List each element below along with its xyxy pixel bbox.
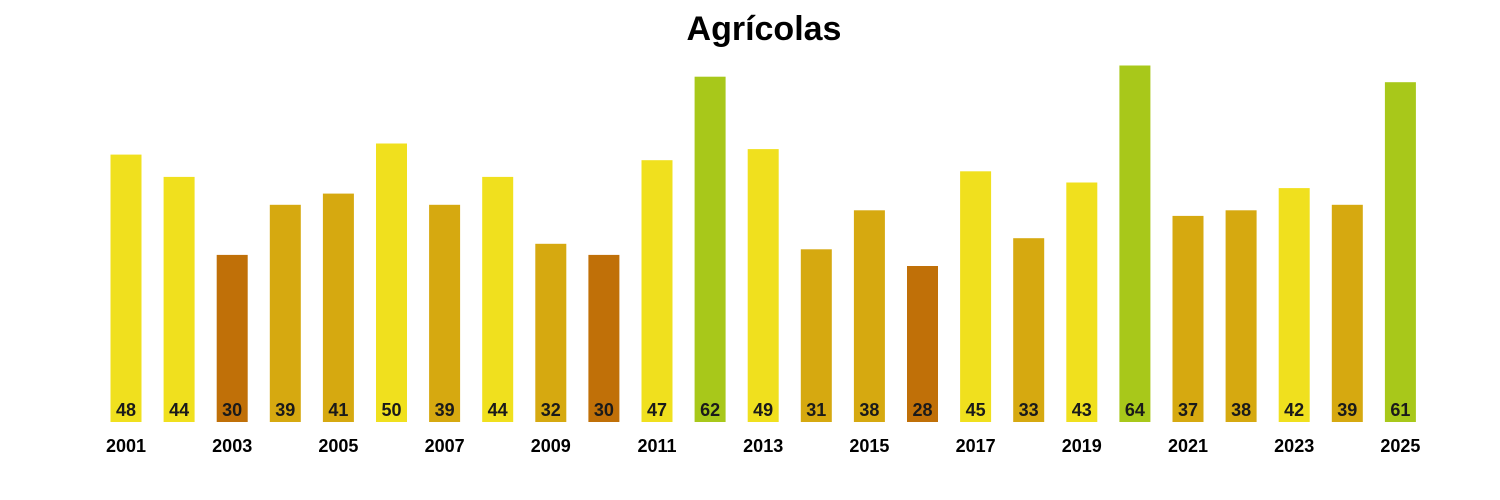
bar-2003 (216, 254, 248, 422)
bar-2017 (960, 171, 992, 422)
value-label-2012: 62 (700, 400, 720, 420)
bar-2009 (535, 243, 567, 422)
bar-2021 (1172, 215, 1204, 422)
value-label-2004: 39 (275, 400, 295, 420)
x-tick-label-2011: 2011 (637, 436, 676, 456)
value-label-2007: 39 (435, 400, 455, 420)
value-label-2022: 38 (1231, 400, 1251, 420)
bar-2023 (1278, 188, 1310, 422)
value-label-2009: 32 (541, 400, 561, 420)
value-label-2014: 31 (806, 400, 826, 420)
value-label-2016: 28 (912, 400, 932, 420)
value-label-2001: 48 (116, 400, 136, 420)
x-tick-label-2003: 2003 (212, 436, 252, 456)
x-tick-label-2019: 2019 (1062, 436, 1102, 456)
bar-2005 (322, 193, 354, 422)
bar-2002 (163, 176, 195, 422)
x-tick-label-2013: 2013 (743, 436, 783, 456)
value-label-2010: 30 (594, 400, 614, 420)
bar-2013 (747, 149, 779, 422)
value-label-2005: 41 (328, 400, 348, 420)
value-label-2017: 45 (966, 400, 986, 420)
bar-2025 (1384, 82, 1416, 422)
bar-2006 (376, 143, 407, 422)
bar-2022 (1225, 210, 1257, 422)
bar-2011 (641, 160, 673, 422)
value-label-2002: 44 (169, 400, 189, 420)
bar-2014 (800, 249, 832, 422)
bar-2008 (482, 176, 514, 422)
bar-2016 (907, 266, 938, 422)
value-label-2023: 42 (1284, 400, 1304, 420)
value-label-2020: 64 (1125, 400, 1145, 420)
x-tick-label-2023: 2023 (1274, 436, 1314, 456)
x-tick-label-2007: 2007 (425, 436, 465, 456)
value-label-2015: 38 (859, 400, 879, 420)
bar-2007 (429, 204, 461, 422)
value-label-2003: 30 (222, 400, 242, 420)
value-label-2008: 44 (488, 400, 508, 420)
x-tick-label-2025: 2025 (1380, 436, 1420, 456)
x-tick-label-2009: 2009 (531, 436, 571, 456)
bar-2024 (1331, 204, 1363, 422)
bar-2001 (110, 154, 142, 422)
value-label-2021: 37 (1178, 400, 1198, 420)
x-tick-label-2001: 2001 (106, 436, 146, 456)
bar-2012 (694, 76, 726, 422)
value-label-2024: 39 (1337, 400, 1357, 420)
value-label-2019: 43 (1072, 400, 1092, 420)
x-tick-label-2017: 2017 (956, 436, 996, 456)
bar-2015 (853, 210, 885, 422)
bar-2018 (1013, 238, 1045, 422)
value-label-2018: 33 (1019, 400, 1039, 420)
x-tick-label-2021: 2021 (1168, 436, 1208, 456)
bar-2019 (1066, 182, 1098, 422)
bar-2004 (269, 204, 301, 422)
value-label-2013: 49 (753, 400, 773, 420)
x-tick-label-2015: 2015 (849, 436, 889, 456)
bar-2020 (1119, 65, 1151, 422)
value-label-2006: 50 (381, 400, 401, 420)
chart-title: Agrícolas (686, 10, 842, 48)
value-label-2025: 61 (1390, 400, 1410, 420)
value-label-2011: 47 (647, 400, 667, 420)
x-tick-label-2005: 2005 (318, 436, 358, 456)
bar-2010 (588, 254, 620, 422)
